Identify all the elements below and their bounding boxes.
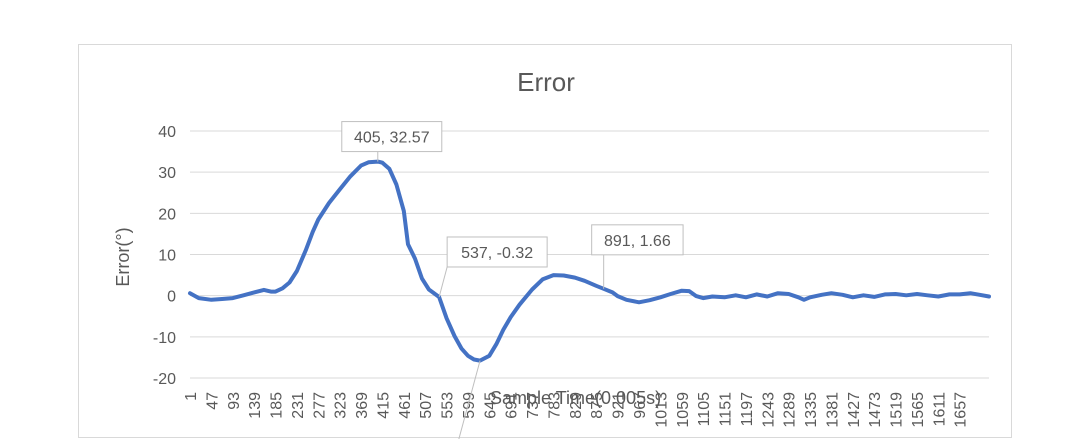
x-tick-label: 599: [461, 392, 478, 419]
data-label-callout: 891, 1.66: [591, 224, 684, 289]
y-tick-label: 0: [167, 289, 176, 306]
x-tick-label: 967: [632, 392, 649, 419]
x-tick-label: 1427: [846, 392, 863, 428]
x-tick-label: 1151: [718, 392, 735, 427]
x-tick-label: 1197: [739, 392, 756, 427]
x-tick-label: 139: [247, 392, 264, 419]
x-tick-label: 1289: [782, 392, 799, 428]
x-tick-label: 1519: [889, 392, 906, 428]
data-label-callouts: 405, 32.57 537, -0.32 891, 1.66 625, -15.78: [341, 121, 684, 439]
x-tick-label: 1565: [910, 392, 927, 428]
x-tick-label: 415: [375, 392, 392, 419]
x-tick-label: 1657: [953, 392, 970, 428]
y-tick-label: 40: [158, 124, 176, 141]
x-tick-label: 185: [269, 392, 286, 419]
data-label-callout: 625, -15.78: [458, 360, 481, 439]
x-tick-label: 323: [333, 392, 350, 419]
grid-lines: [190, 130, 989, 379]
x-tick-label: 645: [482, 392, 499, 419]
x-tick-label: 737: [525, 392, 542, 419]
x-tick-label: 277: [311, 392, 328, 419]
y-tick-label: -10: [153, 330, 176, 347]
chart-title: Error: [517, 67, 575, 97]
y-tick-label: -20: [153, 371, 176, 388]
x-tick-label: 1473: [867, 392, 884, 428]
x-tick-label: 1013: [653, 392, 670, 428]
x-tick-label: 829: [568, 392, 585, 419]
x-tick-label: 1059: [675, 392, 692, 428]
x-tick-label: 875: [589, 392, 606, 419]
x-tick-label: 461: [397, 392, 414, 419]
x-tick-label: 507: [418, 392, 435, 419]
x-tick-label: 1105: [696, 392, 713, 427]
data-label-callout: 405, 32.57: [341, 121, 443, 162]
data-label-text: 537, -0.32: [461, 245, 533, 262]
x-tick-label: 1243: [760, 392, 777, 428]
series-line-error: [188, 159, 991, 363]
y-tick-label: 10: [158, 248, 176, 265]
y-axis-ticks: 40 30 20 10 0 -10 -20: [153, 124, 176, 388]
x-tick-label: 553: [440, 392, 457, 419]
x-tick-label: 1611: [931, 392, 948, 427]
x-axis-title: Sample Time(0.005s): [490, 388, 661, 408]
data-label-text: 891, 1.66: [604, 233, 671, 250]
x-tick-label: 691: [504, 392, 521, 419]
x-tick-label: 369: [354, 392, 371, 419]
x-tick-label: 231: [290, 392, 307, 419]
y-tick-label: 20: [158, 206, 176, 223]
data-label-text: 405, 32.57: [354, 130, 430, 147]
x-tick-label: 1: [183, 392, 200, 401]
x-tick-label: 1381: [824, 392, 841, 428]
y-tick-label: 30: [158, 165, 176, 182]
x-tick-label: 1335: [803, 392, 820, 428]
chart-frame: Error 40 30 20 10 0 -10 -20 1 47 93 139 185 231 277 3…: [78, 44, 1012, 439]
data-label-callout: 537, -0.32: [438, 236, 548, 298]
x-tick-label: 783: [546, 392, 563, 419]
y-axis-title: Error(°): [113, 227, 133, 286]
x-axis-ticks: 1 47 93 139 185 231 277 323 369 415 461 507 553 599 64…: [183, 392, 970, 428]
error-line-chart: Error 40 30 20 10 0 -10 -20 1 47 93 139 185 231 277 3…: [113, 67, 991, 439]
x-tick-label: 921: [611, 392, 628, 419]
x-tick-label: 93: [226, 392, 243, 410]
x-tick-label: 47: [204, 392, 221, 410]
